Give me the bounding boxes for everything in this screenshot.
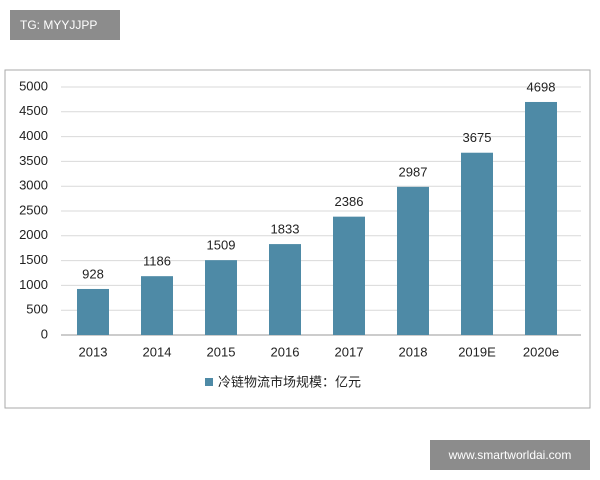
x-tick-label: 2013 xyxy=(79,344,108,359)
data-label: 3675 xyxy=(463,130,492,145)
chart-frame xyxy=(4,69,591,409)
data-label: 1833 xyxy=(271,222,300,237)
bar xyxy=(77,288,109,335)
x-tick-label: 2020e xyxy=(523,344,559,359)
y-tick-label: 500 xyxy=(26,302,48,317)
watermark-text: TG: MYYJJPP xyxy=(20,18,97,32)
x-tick-label: 2014 xyxy=(143,344,172,359)
watermark-text: www.smartworldai.com xyxy=(448,448,572,462)
y-tick-label: 1500 xyxy=(19,252,48,267)
y-tick-label: 1000 xyxy=(19,277,48,292)
y-tick-label: 2000 xyxy=(19,227,48,242)
bar xyxy=(141,276,173,335)
bar xyxy=(525,101,557,335)
data-label: 928 xyxy=(82,266,104,281)
data-label: 1509 xyxy=(207,238,236,253)
y-tick-label: 5000 xyxy=(19,78,48,93)
x-tick-label: 2015 xyxy=(207,344,236,359)
legend-label: 冷链物流市场规模：亿元 xyxy=(218,374,361,389)
y-tick-label: 0 xyxy=(41,326,48,341)
chart: 0 500 1000 1500 2000 2500 3000 3500 4000 4500 5000… xyxy=(19,78,581,389)
data-label: 2987 xyxy=(399,164,428,179)
bar xyxy=(397,186,429,335)
bar xyxy=(333,216,365,335)
data-label: 1186 xyxy=(143,254,171,269)
watermark-box xyxy=(10,10,120,40)
bar xyxy=(205,260,237,335)
bar xyxy=(461,152,493,335)
y-tick-label: 4500 xyxy=(19,103,48,118)
data-label: 2386 xyxy=(335,194,364,209)
y-tick-label: 4000 xyxy=(19,128,48,143)
watermark-box xyxy=(430,440,590,470)
x-tick-label: 2019E xyxy=(458,344,496,359)
y-tick-label: 3500 xyxy=(19,153,48,168)
y-tick-label: 3000 xyxy=(19,178,48,193)
x-tick-label: 2017 xyxy=(335,344,364,359)
data-label: 4698 xyxy=(527,79,556,94)
legend-swatch xyxy=(205,378,213,386)
y-tick-label: 2500 xyxy=(19,202,48,217)
bar xyxy=(269,244,301,335)
x-tick-label: 2016 xyxy=(271,344,300,359)
x-tick-label: 2018 xyxy=(399,344,428,359)
